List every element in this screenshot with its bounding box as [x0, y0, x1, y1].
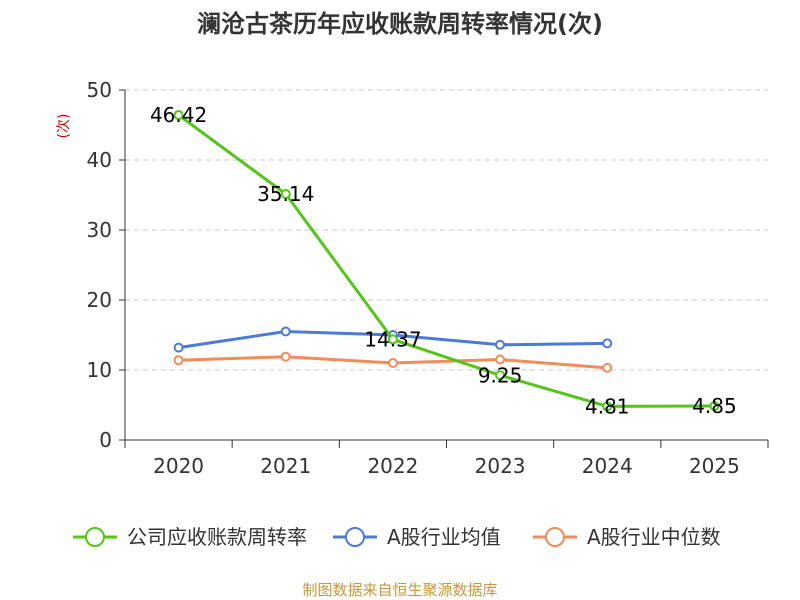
data-point[interactable] [602, 338, 613, 349]
data-point[interactable] [495, 339, 506, 350]
y-tick-label: 0 [99, 428, 112, 452]
data-label: 9.25 [478, 363, 523, 387]
data-point[interactable] [280, 351, 291, 362]
x-tick-label: 2025 [689, 454, 740, 478]
data-point[interactable] [602, 401, 613, 412]
data-point[interactable] [173, 110, 184, 121]
y-tick-label: 30 [87, 218, 112, 242]
data-point[interactable] [495, 370, 506, 381]
series-line [177, 113, 715, 408]
x-tick-label: 2024 [582, 454, 633, 478]
y-tick-label: 50 [87, 78, 112, 102]
legend-item[interactable]: A股行业中位数 [533, 525, 721, 549]
y-tick-label: 10 [87, 358, 112, 382]
data-label: 4.81 [585, 394, 630, 418]
legend[interactable]: 公司应收账款周转率 A股行业均值 A股行业中位数 [73, 525, 721, 549]
data-point[interactable] [387, 334, 398, 345]
data-label: 46.42 [150, 103, 207, 127]
data-point[interactable] [280, 326, 291, 337]
series-2 [173, 351, 613, 373]
legend-item[interactable]: 公司应收账款周转率 [73, 525, 307, 549]
data-point[interactable] [387, 358, 398, 368]
legend-marker [85, 527, 105, 547]
y-tick-label: 20 [87, 288, 112, 312]
legend-marker [345, 527, 365, 547]
data-point[interactable] [173, 355, 184, 366]
x-tick-label: 2022 [367, 454, 418, 478]
data-point[interactable] [709, 401, 720, 412]
legend-label: A股行业中位数 [587, 525, 721, 549]
legend-label: 公司应收账款周转率 [127, 525, 307, 549]
data-labels: 46.42 35.14 14.37 9.25 4.81 4.85 [150, 103, 737, 418]
data-point[interactable] [495, 354, 506, 365]
y-tick-label: 40 [87, 148, 112, 172]
chart-title: 澜沧古茶历年应收账款周转率情况(次) [197, 10, 603, 38]
data-label: 14.37 [364, 327, 421, 351]
legend-label: A股行业均值 [387, 525, 501, 549]
x-tick-label: 2021 [260, 454, 311, 478]
legend-item[interactable]: A股行业均值 [333, 525, 501, 549]
source-note: 制图数据来自恒生聚源数据库 [302, 581, 497, 599]
x-tick-label: 2023 [475, 454, 526, 478]
series [173, 110, 720, 412]
x-tick-label: 2020 [153, 454, 204, 478]
data-point[interactable] [602, 362, 613, 373]
grid [125, 89, 768, 371]
data-label: 4.85 [692, 394, 737, 418]
data-label: 35.14 [257, 182, 314, 206]
data-point[interactable] [173, 342, 184, 353]
legend-marker [545, 527, 565, 547]
series-0 [173, 110, 720, 412]
y-axis-label: (次) [56, 114, 72, 139]
axes: 0 10 20 30 40 50 2020 2021 2022 2023 2024 2025 [87, 78, 769, 478]
data-point[interactable] [280, 189, 291, 200]
